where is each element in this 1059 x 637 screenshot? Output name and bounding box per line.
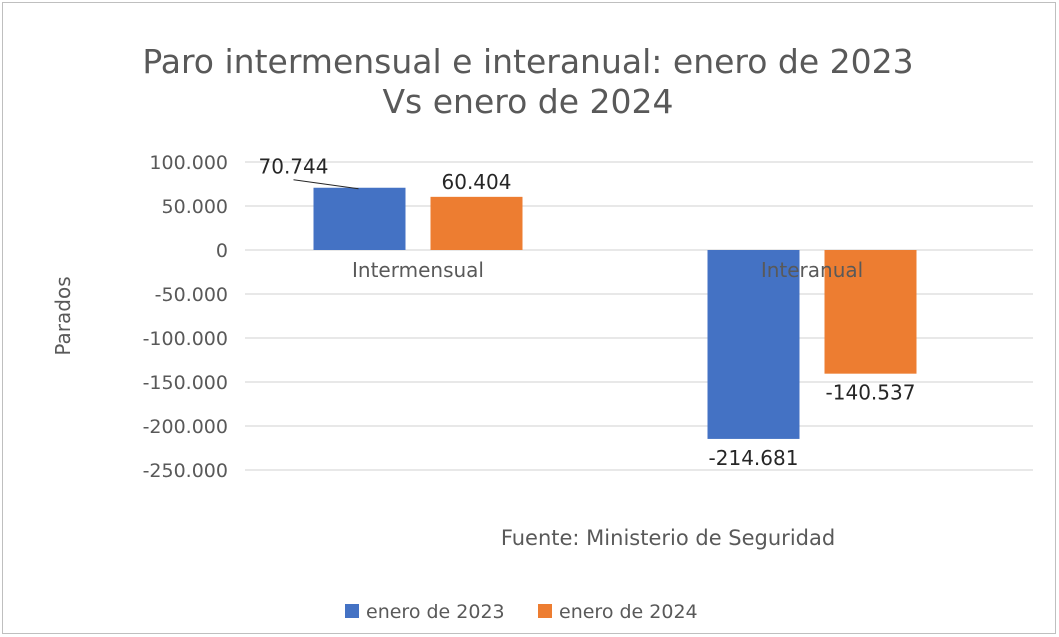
bar-interanual-1	[824, 250, 917, 374]
bar-intermensual-0	[313, 187, 406, 250]
chart-title-line-2: Vs enero de 2024	[382, 82, 673, 121]
y-tick-label: -250.000	[143, 460, 228, 482]
chart-title-line-1: Paro intermensual e interanual: enero de…	[142, 42, 913, 81]
data-label-leader-line	[293, 179, 359, 190]
y-tick-label: -100.000	[143, 328, 228, 350]
legend-swatch-0	[345, 604, 359, 618]
legend-swatch-1	[538, 604, 552, 618]
y-tick-label: 100.000	[149, 152, 228, 174]
y-tick-label: -50.000	[155, 284, 228, 306]
bar-intermensual-1	[430, 196, 523, 250]
data-label: -140.537	[826, 381, 916, 405]
legend-label-0: enero de 2023	[366, 601, 505, 623]
y-tick-label: -150.000	[143, 372, 228, 394]
x-category-label: Interanual	[761, 258, 863, 282]
source-annotation: Fuente: Ministerio de Seguridad	[501, 526, 835, 550]
bar-interanual-0	[707, 250, 800, 439]
y-axis-label: Parados	[51, 276, 75, 355]
y-tick-label: -200.000	[143, 416, 228, 438]
data-label: -214.681	[709, 446, 799, 470]
y-tick-label: 50.000	[162, 196, 228, 218]
legend-label-1: enero de 2024	[559, 601, 698, 623]
data-label: 60.404	[442, 170, 512, 194]
y-tick-label: 0	[216, 240, 228, 262]
data-label: 70.744	[259, 155, 329, 179]
x-category-label: Intermensual	[352, 258, 484, 282]
